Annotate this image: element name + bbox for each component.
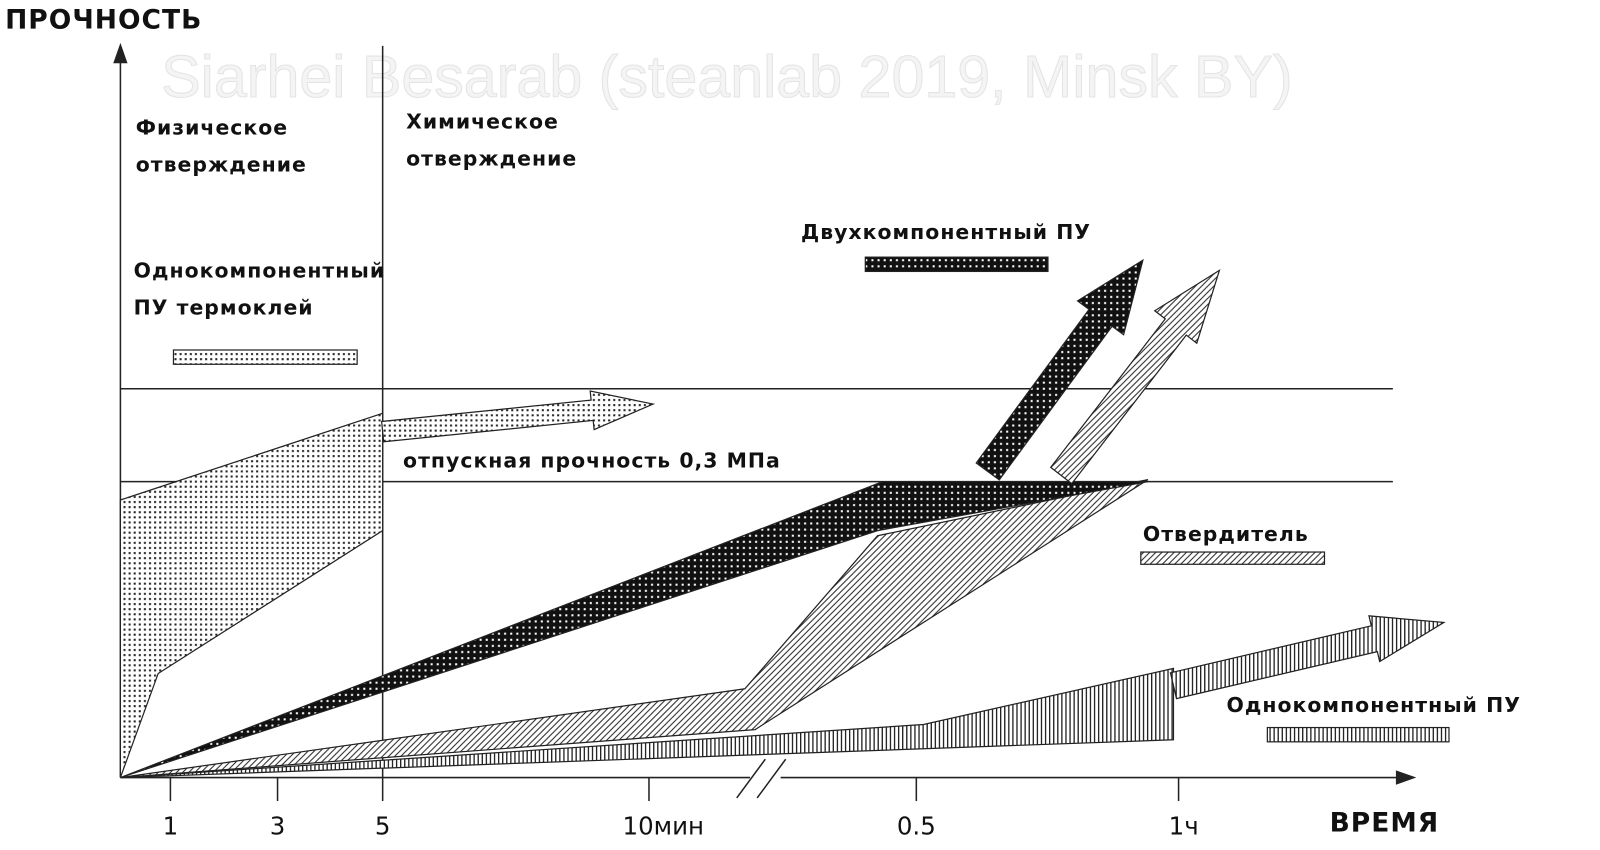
two-component-swatch: [864, 256, 1049, 273]
zone-label: Химическое: [406, 110, 559, 134]
legend-label: Однокомпонентный: [134, 259, 385, 283]
y-axis-label: ПРОЧНОСТЬ: [5, 5, 202, 36]
trend-arrow: [380, 390, 656, 443]
zone-label: отверждение: [406, 146, 577, 170]
one-component-swatch: [1266, 726, 1450, 743]
legend-label: Однокомпонентный ПУ: [1227, 693, 1521, 717]
trend-arrow: [975, 258, 1144, 481]
x-tick-label: 1: [163, 812, 179, 841]
curing-shapes: [119, 258, 1446, 779]
x-tick-label: 3: [270, 812, 286, 841]
legend-label: ПУ термоклей: [134, 295, 314, 319]
zone-label: Физическое: [136, 116, 288, 140]
x-tick-label: 1ч: [1169, 812, 1199, 841]
hot-melt-band: [119, 412, 384, 778]
x-tick-label: 5: [375, 812, 391, 841]
x-tick-label: 10мин: [623, 812, 705, 841]
hot-melt-swatch: [172, 349, 358, 365]
watermark: Siarhei Besarab (steanlab 2019, Minsk BY…: [161, 43, 1292, 110]
trend-arrow: [1049, 269, 1221, 485]
threshold-label: отпускная прочность 0,3 МПа: [403, 448, 781, 472]
trend-arrow: [1169, 615, 1446, 700]
hardener-band: [120, 478, 1149, 779]
two-component-band: [120, 481, 1149, 779]
x-tick-label: 0.5: [897, 812, 936, 841]
legend-label: Двухкомпонентный ПУ: [801, 220, 1091, 244]
hardener-swatch: [1140, 551, 1326, 565]
x-axis-label: ВРЕМЯ: [1330, 808, 1440, 839]
zone-label: отверждение: [136, 152, 307, 176]
legend-label: Отвердитель: [1143, 522, 1309, 546]
one-component-band: [120, 667, 1175, 779]
